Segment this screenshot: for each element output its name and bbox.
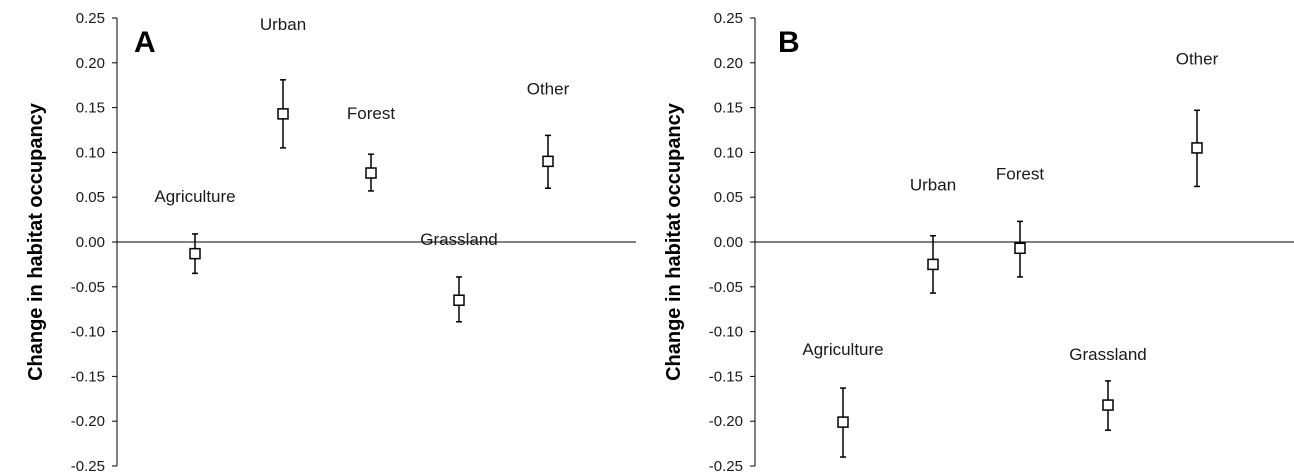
y-tick-label: 0.05	[714, 189, 743, 206]
y-tick-label: -0.20	[71, 413, 105, 430]
y-tick-label: 0.15	[714, 100, 743, 117]
y-tick-label: 0.25	[714, 10, 743, 27]
data-point-forest	[365, 167, 377, 179]
chart-panel-b: 0.25 0.20 0.15 0.10 0.05 0.00 -0.05 -0.10 -0.15 -…	[663, 10, 1294, 475]
category-label-forest: Forest	[347, 104, 395, 123]
y-axis-label: Change in habitat occupancy	[663, 102, 685, 381]
data-point-other	[1191, 142, 1203, 154]
y-tick-label: -0.10	[709, 324, 743, 341]
category-label-agriculture: Agriculture	[802, 340, 883, 359]
y-tick-label: 0.00	[76, 234, 105, 251]
category-label-other: Other	[527, 79, 570, 98]
data-point-urban	[927, 258, 939, 271]
category-label-agriculture: Agriculture	[154, 187, 235, 206]
data-point-grassland	[453, 294, 465, 306]
y-tick-label: -0.10	[71, 324, 105, 341]
panel-label: A	[134, 26, 156, 59]
category-label-forest: Forest	[996, 164, 1044, 183]
data-point-grassland	[1102, 399, 1114, 411]
y-axis-label: Change in habitat occupancy	[25, 102, 47, 381]
y-tick-label: -0.15	[709, 368, 743, 385]
category-label-other: Other	[1176, 49, 1219, 68]
y-tick-label: -0.15	[71, 368, 105, 385]
y-tick-label: -0.05	[71, 279, 105, 296]
y-tick-label: -0.20	[709, 413, 743, 430]
y-tick-label: 0.05	[76, 189, 105, 206]
y-tick-label: -0.25	[71, 458, 105, 475]
y-tick-label: 0.00	[714, 234, 743, 251]
y-tick-label: 0.20	[76, 55, 105, 72]
panel-label: B	[778, 26, 800, 59]
y-tick-label: 0.10	[76, 144, 105, 161]
y-tick-label: 0.10	[714, 144, 743, 161]
category-label-urban: Urban	[910, 176, 956, 195]
category-label-grassland: Grassland	[420, 230, 497, 249]
data-point-forest	[1014, 242, 1026, 255]
y-tick-label: 0.20	[714, 55, 743, 72]
data-point-other	[542, 155, 554, 168]
data-point-agriculture	[837, 416, 849, 428]
category-label-urban: Urban	[260, 15, 306, 34]
y-tick-label: 0.15	[76, 100, 105, 117]
y-tick-label: -0.05	[709, 279, 743, 296]
data-point-urban	[277, 108, 289, 120]
category-label-grassland: Grassland	[1069, 345, 1146, 364]
y-tick-label: -0.25	[709, 458, 743, 475]
data-point-agriculture	[189, 247, 201, 260]
chart-panel-a: 0.25 0.20 0.15 0.10 0.05 0.00 -0.05 -0.10 -0.15 -…	[25, 10, 636, 475]
y-tick-label: 0.25	[76, 10, 105, 27]
